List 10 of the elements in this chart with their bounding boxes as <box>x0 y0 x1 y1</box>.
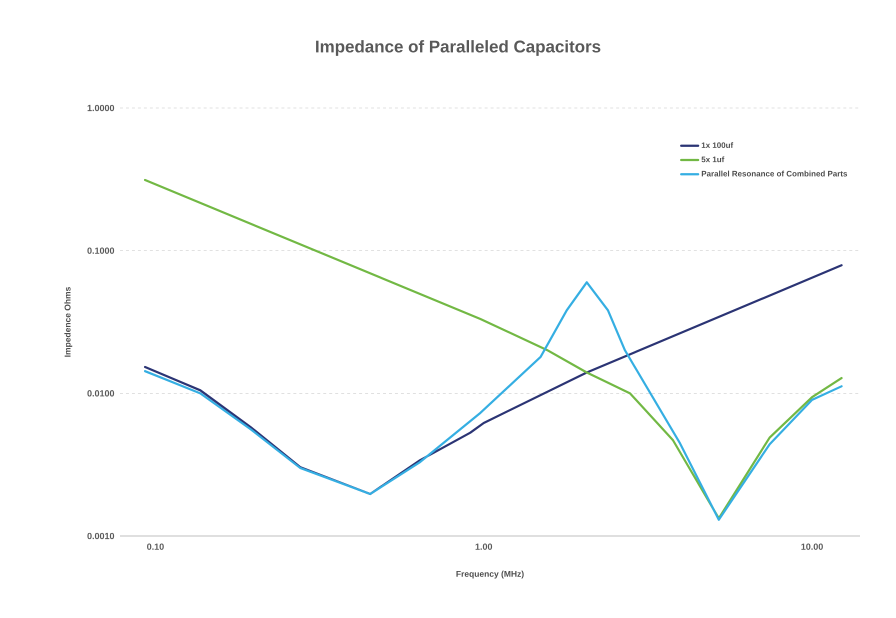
y-tick-label: 0.1000 <box>87 247 114 254</box>
y-tick-label: 0.0010 <box>87 532 114 540</box>
x-tick-label: 0.10 <box>147 544 164 550</box>
y-tick-label: 1.0000 <box>88 104 114 112</box>
x-axis-title: Frequency (MHz) <box>456 570 524 579</box>
y-tick-label: 0.0100 <box>87 390 114 397</box>
x-tick-label: 1.00 <box>476 544 492 550</box>
x-tick-label: 10.00 <box>801 544 823 550</box>
chart-title: Impedance of Paralleled Capacitors <box>316 40 600 56</box>
y-axis-title: Impedence Ohms <box>64 287 72 357</box>
